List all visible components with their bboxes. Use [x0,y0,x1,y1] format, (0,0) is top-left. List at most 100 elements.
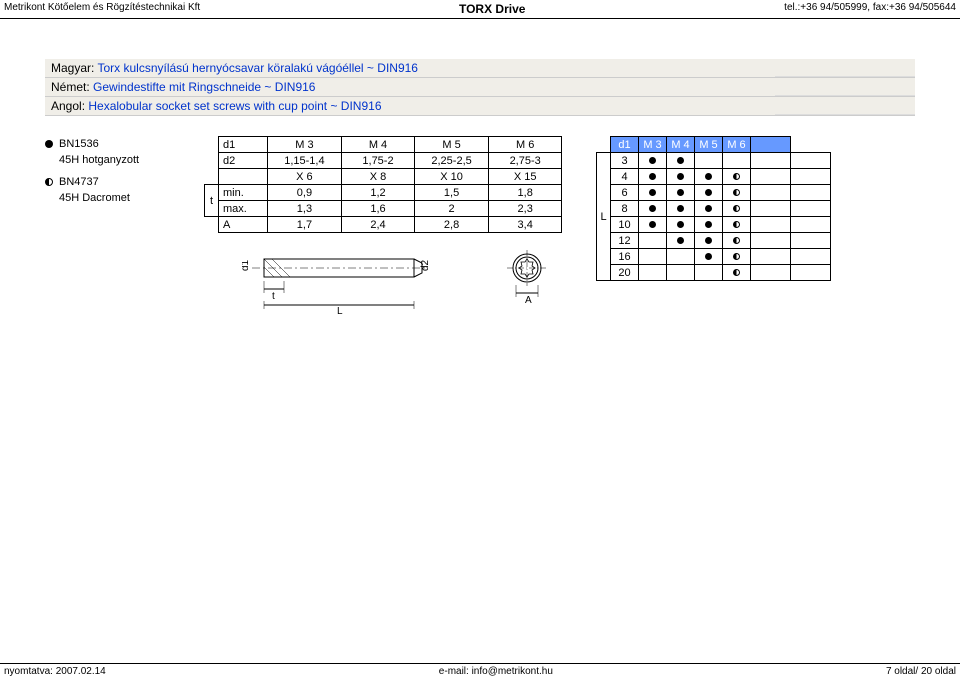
title-block: Magyar: Torx kulcsnyílású hernyócsavar k… [45,59,915,116]
dot-icon [649,205,656,212]
title-de-prefix: Német: [51,80,93,94]
dot-icon [705,221,712,228]
avail-cell [751,201,791,217]
spec-cell: 1,2 [342,185,415,201]
avail-cell [751,249,791,265]
avail-length: 16 [611,249,639,265]
avail-cell [667,265,695,281]
avail-cell [639,201,667,217]
avail-cell [667,153,695,169]
page-header: Metrikont Kötőelem és Rögzítéstechnikai … [0,0,960,19]
avail-cell [695,249,723,265]
legend-row: 45H hotganyzott [45,154,180,166]
spec-cell: 1,6 [342,201,415,217]
svg-text:d2: d2 [420,259,431,271]
halfdot-icon [733,173,740,180]
avail-cell [639,249,667,265]
spec-cell: X 8 [342,169,415,185]
spec-cell: 1,8 [489,185,562,201]
spec-cell [219,169,268,185]
avail-cell [751,153,791,169]
footer-left: nyomtatva: 2007.02.14 [4,666,106,677]
footer-right: 7 oldal/ 20 oldal [886,666,956,677]
spec-cell: 2,3 [489,201,562,217]
avail-cell [667,185,695,201]
avail-cell [639,265,667,281]
avail-cell [639,185,667,201]
spec-cell: 1,75-2 [342,153,415,169]
avail-length: 4 [611,169,639,185]
dot-icon [677,205,684,212]
avail-cell [751,217,791,233]
legend: BN1536 45H hotganyzott BN4737 45H Dacrom… [45,136,180,208]
dot-icon [705,173,712,180]
footer-center: e-mail: info@metrikont.hu [439,666,553,677]
avail-cell [695,201,723,217]
spec-cell: 2,25-2,5 [414,153,489,169]
dot-icon [677,173,684,180]
legend-row: BN4737 [45,176,180,188]
spec-cell: 2,8 [414,217,489,233]
avail-blank [791,185,831,201]
avail-cell [667,249,695,265]
avail-length: 6 [611,185,639,201]
page-footer: nyomtatva: 2007.02.14 e-mail: info@metri… [0,663,960,679]
header-right: tel.:+36 94/505999, fax:+36 94/505644 [784,2,956,16]
avail-h1: M 3 [639,137,667,153]
diagram-area: d1 d2 t [242,245,562,315]
legend-row: 45H Dacromet [45,192,180,204]
avail-cell [723,169,751,185]
dot-icon [677,157,684,164]
avail-blank [791,201,831,217]
dot-icon [649,221,656,228]
avail-length: 10 [611,217,639,233]
spec-cell: X 10 [414,169,489,185]
avail-cell [695,185,723,201]
avail-h4: M 6 [723,137,751,153]
halfdot-icon [733,205,740,212]
dot-icon [677,189,684,196]
avail-cell [695,265,723,281]
avail-cell [639,153,667,169]
avail-cell [723,217,751,233]
spec-cell: 2,75-3 [489,153,562,169]
avail-length: 20 [611,265,639,281]
svg-text:d1: d1 [242,259,251,271]
dot-icon [649,189,656,196]
halfdot-icon [733,237,740,244]
legend-desc: 45H hotganyzott [59,154,139,166]
dot-icon [677,237,684,244]
svg-text:t: t [272,291,275,302]
spec-cell: 1,3 [267,201,342,217]
title-de-text: Gewindestifte mit Ringschneide ~ DIN916 [93,80,315,94]
avail-cell [639,169,667,185]
avail-cell [695,233,723,249]
avail-blank [791,169,831,185]
halfdot-icon [733,221,740,228]
title-en-text: Hexalobular socket set screws with cup p… [88,99,381,113]
dot-icon [677,221,684,228]
avail-blank [791,153,831,169]
halfdot-icon [45,178,53,186]
spec-cell: 1,15-1,4 [267,153,342,169]
avail-blank [791,217,831,233]
avail-cell [751,169,791,185]
spec-cell: 1,7 [267,217,342,233]
legend-desc: 45H Dacromet [59,192,130,204]
halfdot-icon [733,269,740,276]
legend-row: BN1536 [45,138,180,150]
avail-cell [723,265,751,281]
spec-cell: 1,5 [414,185,489,201]
avail-cell [639,217,667,233]
avail-h3: M 5 [695,137,723,153]
avail-cell [667,169,695,185]
avail-cell [639,233,667,249]
halfdot-icon [733,253,740,260]
spec-cell: 2 [414,201,489,217]
title-hu-prefix: Magyar: [51,61,97,75]
avail-cell [723,233,751,249]
avail-cell [695,217,723,233]
spec-cell: 0,9 [267,185,342,201]
avail-length: 3 [611,153,639,169]
header-left: Metrikont Kötőelem és Rögzítéstechnikai … [4,2,200,16]
